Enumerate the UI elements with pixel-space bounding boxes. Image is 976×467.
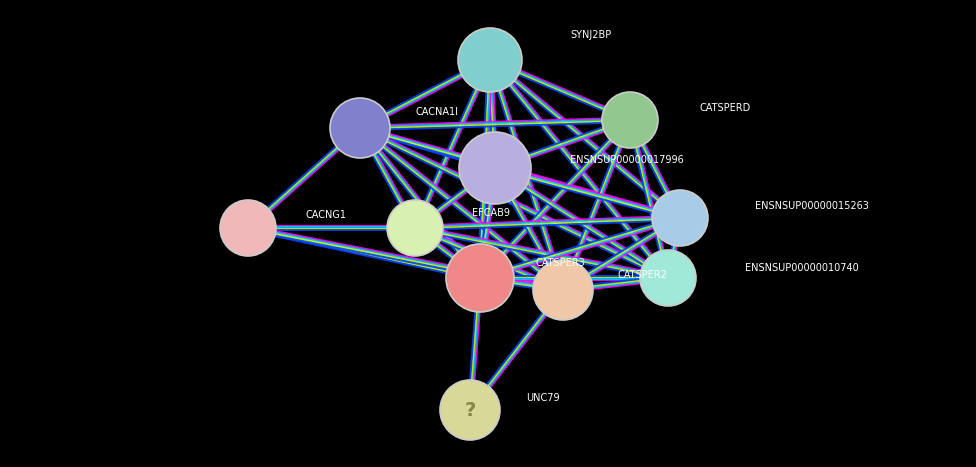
Circle shape [387, 200, 443, 256]
Text: ?: ? [465, 401, 475, 419]
Circle shape [330, 98, 390, 158]
Circle shape [640, 250, 696, 306]
Circle shape [220, 200, 276, 256]
Circle shape [446, 244, 514, 312]
Circle shape [440, 380, 500, 440]
Circle shape [602, 92, 658, 148]
Circle shape [652, 190, 708, 246]
Text: CACNA1I: CACNA1I [415, 107, 458, 117]
Text: CACNG1: CACNG1 [305, 210, 346, 220]
Text: CATSPER3: CATSPER3 [535, 258, 585, 268]
Text: UNC79: UNC79 [526, 393, 559, 403]
Text: EFCAB9: EFCAB9 [472, 208, 510, 218]
Text: ENSNSUP00000015263: ENSNSUP00000015263 [755, 201, 869, 211]
Circle shape [459, 132, 531, 204]
Text: CATSPERD: CATSPERD [700, 103, 752, 113]
Circle shape [533, 260, 593, 320]
Text: ENSNSUP00000017996: ENSNSUP00000017996 [570, 155, 684, 165]
Circle shape [458, 28, 522, 92]
Text: SYNJ2BP: SYNJ2BP [570, 30, 611, 40]
Text: CATSPER2: CATSPER2 [618, 270, 668, 280]
Text: ENSNSUP00000010740: ENSNSUP00000010740 [745, 263, 859, 273]
